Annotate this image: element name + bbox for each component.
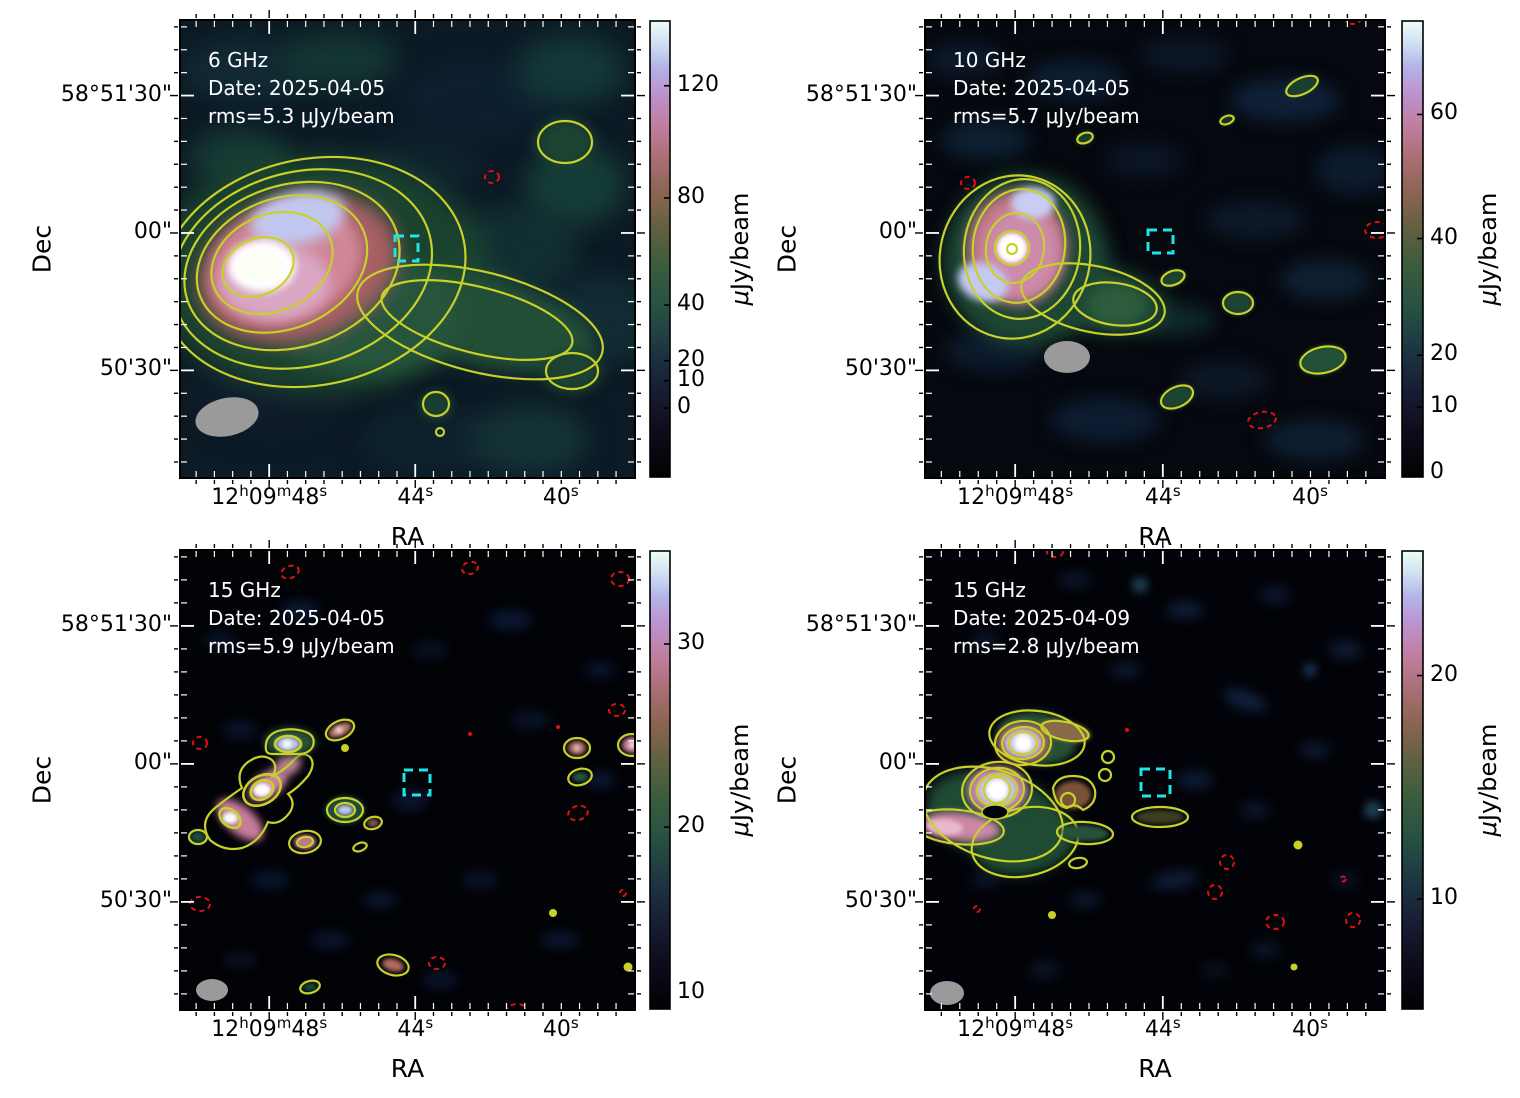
panel-6ghz: 6 GHz Date: 2025-04-05 rms=5.3 μJy/beam (170, 10, 645, 488)
x-tick-label: 12h09m48s (957, 1014, 1074, 1042)
date-label: Date: 2025-04-05 (208, 76, 386, 100)
panel-annotation: 15 GHz Date: 2025-04-09 rms=2.8 μJy/beam (953, 576, 1140, 660)
contours-positive (938, 74, 1347, 410)
x-tick-label: 12h09m48s (957, 482, 1074, 510)
colorbar-tick-label: 20 (1430, 341, 1458, 367)
colorbar-tick-label: 40 (677, 291, 705, 317)
y-tick-label: 00" (878, 749, 917, 775)
rms-label: rms=5.3 μJy/beam (208, 104, 395, 128)
colorbar-tick-label: 0 (677, 394, 691, 420)
colorbar-tick-label: 20 (677, 813, 705, 839)
beam-ellipse (195, 397, 259, 437)
x-tick-label: 40s (542, 1014, 579, 1042)
x-tick-label: 12h09m48s (211, 482, 328, 510)
map-15ghz-0409 (915, 540, 1395, 1020)
frequency-label: 10 GHz (953, 48, 1026, 72)
y-tick-label: 00" (133, 218, 172, 244)
colorbar-tick-label: 0 (1430, 459, 1444, 485)
rms-label: rms=5.9 μJy/beam (208, 634, 395, 658)
rms-label: rms=5.7 μJy/beam (953, 104, 1140, 128)
panel-10ghz: 10 GHz Date: 2025-04-05 rms=5.7 μJy/beam (915, 10, 1395, 488)
colorbar-15ghz-0405: 30 20 10 μJy/beam (649, 550, 789, 1010)
frequency-label: 15 GHz (208, 578, 281, 602)
colorbar-unit-label: μJy/beam (1474, 723, 1502, 837)
y-tick-label: 50'30" (844, 356, 917, 382)
contour-negative (484, 170, 500, 184)
target-box (1146, 228, 1175, 255)
colorbar-tick-label: 10 (677, 366, 705, 392)
y-axis-title: Dec (772, 224, 802, 274)
target-box (1139, 767, 1172, 798)
x-tick-label: 40s (542, 482, 579, 510)
x-axis-title: RA (390, 522, 425, 551)
panel-annotation: 15 GHz Date: 2025-04-05 rms=5.9 μJy/beam (208, 576, 395, 660)
colorbar-tick-label: 80 (677, 183, 705, 209)
panel-annotation: 6 GHz Date: 2025-04-05 rms=5.3 μJy/beam (208, 46, 395, 130)
colorbar-tick-label: 10 (677, 979, 705, 1005)
colorbar-10ghz: 60 40 20 10 0 μJy/beam (1401, 20, 1520, 484)
panel-annotation: 10 GHz Date: 2025-04-05 rms=5.7 μJy/beam (953, 46, 1140, 130)
colorbar-tick-label: 30 (677, 629, 705, 655)
colorbar-unit-label: μJy/beam (726, 723, 754, 837)
x-tick-label: 12h09m48s (211, 1014, 328, 1042)
date-label: Date: 2025-04-09 (953, 606, 1131, 630)
y-tick-label: 58°51'30" (60, 611, 172, 637)
colorbar-tick-label: 10 (1430, 885, 1458, 911)
y-tick-label: 58°51'30" (805, 81, 917, 107)
y-tick-label: 58°51'30" (805, 611, 917, 637)
date-label: Date: 2025-04-05 (208, 606, 386, 630)
y-tick-label: 50'30" (844, 887, 917, 913)
colorbar-15ghz-0409: 20 10 μJy/beam (1401, 550, 1520, 1010)
map-6ghz (170, 10, 645, 488)
rms-label: rms=2.8 μJy/beam (953, 634, 1140, 658)
y-tick-label: 58°51'30" (60, 81, 172, 107)
beam-ellipse (196, 979, 228, 1001)
x-tick-label: 40s (1292, 1014, 1328, 1042)
colorbar-tick-label: 10 (1430, 393, 1458, 419)
beam-ellipse (930, 981, 964, 1005)
contours-negative (960, 20, 1385, 430)
contours-negative (973, 550, 1361, 930)
colorbar-unit-label: μJy/beam (726, 192, 754, 306)
map-15ghz-0405 (170, 540, 645, 1020)
colorbar-6ghz: 120 80 40 20 10 0 μJy/beam (649, 20, 789, 478)
y-axis-title: Dec (27, 755, 57, 805)
x-tick-label: 40s (1292, 482, 1328, 510)
y-tick-label: 50'30" (99, 356, 172, 382)
y-axis-title: Dec (772, 755, 802, 805)
frequency-label: 15 GHz (953, 578, 1026, 602)
colorbar-tick-label: 60 (1430, 100, 1458, 126)
y-axis-title: Dec (27, 224, 57, 274)
colorbar-unit-label: μJy/beam (1474, 192, 1502, 306)
x-axis-title: RA (390, 1054, 425, 1083)
y-tick-label: 50'30" (99, 887, 172, 913)
beam-ellipse (1044, 341, 1090, 373)
x-tick-label: 44s (397, 1014, 434, 1042)
x-axis-title: RA (1138, 1054, 1172, 1083)
target-box (402, 768, 432, 797)
frequency-label: 6 GHz (208, 48, 269, 72)
x-tick-label: 44s (397, 482, 434, 510)
y-tick-label: 00" (133, 749, 172, 775)
colorbar-tick-label: 20 (1430, 661, 1458, 687)
date-label: Date: 2025-04-05 (953, 76, 1131, 100)
colorbar-tick-label: 120 (677, 71, 719, 97)
x-tick-label: 44s (1144, 1014, 1181, 1042)
panel-15ghz-0405: 15 GHz Date: 2025-04-05 rms=5.9 μJy/beam (170, 540, 645, 1020)
target-box (393, 234, 420, 263)
contours-positive (180, 119, 604, 438)
map-10ghz (915, 10, 1395, 488)
colorbar-tick-label: 40 (1430, 224, 1458, 250)
panel-15ghz-0409: 15 GHz Date: 2025-04-09 rms=2.8 μJy/beam (915, 540, 1395, 1020)
x-tick-label: 44s (1144, 482, 1181, 510)
x-axis-title: RA (1138, 522, 1172, 551)
colorbar-tick-label: 20 (677, 346, 705, 372)
y-tick-label: 00" (878, 218, 917, 244)
